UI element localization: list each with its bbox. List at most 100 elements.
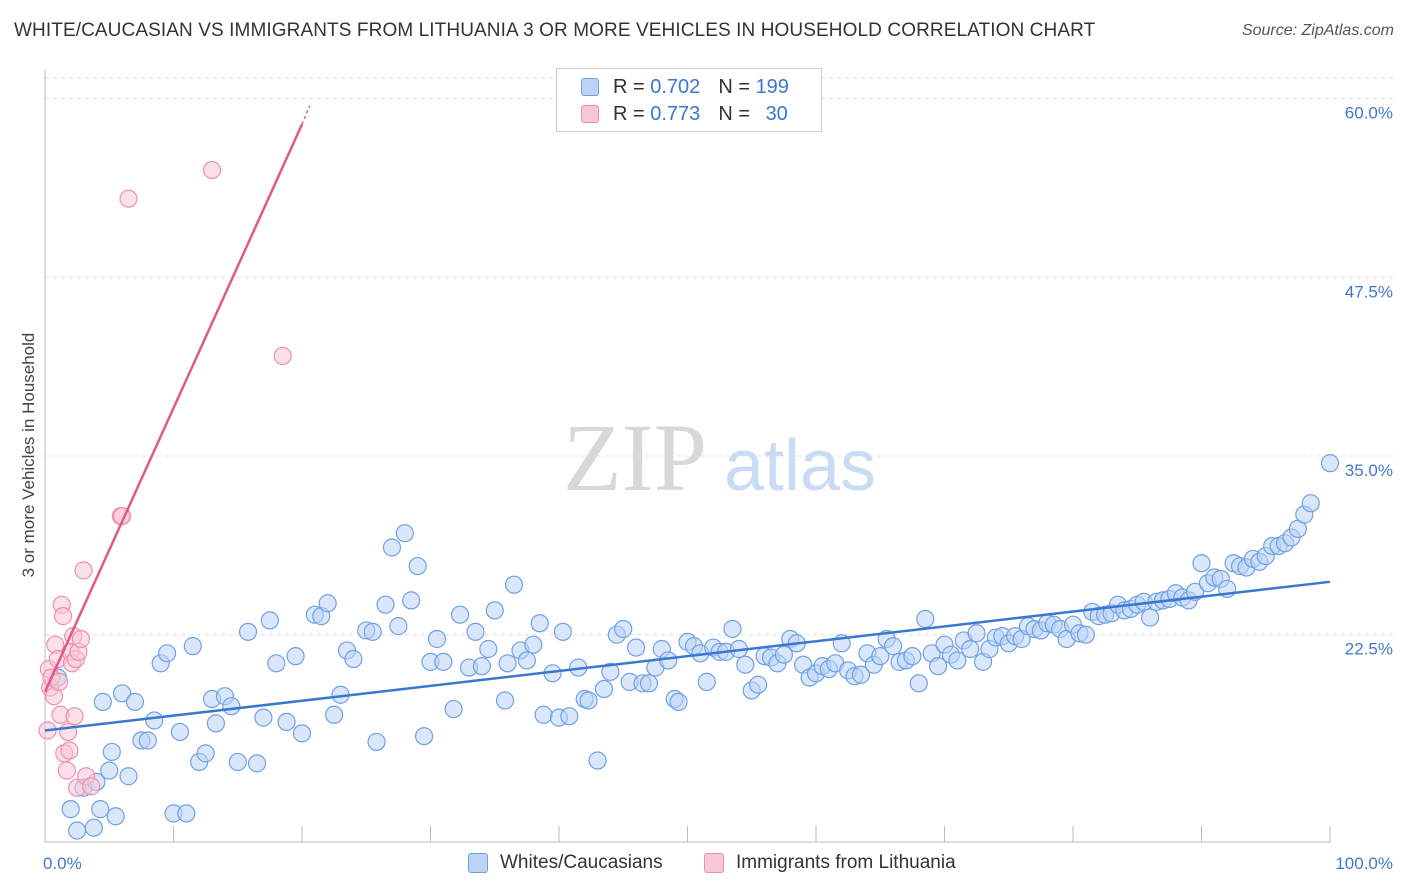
point-whites <box>382 538 402 557</box>
point-whites <box>614 619 633 639</box>
y-tick-label: 35.0% <box>1345 461 1393 480</box>
point-whites <box>472 657 491 676</box>
legend-n-label: N = <box>718 75 750 98</box>
point-whites <box>91 800 110 819</box>
point-whites <box>93 692 112 711</box>
point-whites <box>408 556 427 576</box>
source-label: Source: ZipAtlas.com <box>1241 22 1394 39</box>
point-lithuania <box>60 741 79 760</box>
legend-swatch-pink-icon <box>581 105 599 123</box>
watermark-zip: ZIP <box>563 404 707 511</box>
chart-title: WHITE/CAUCASIAN VS IMMIGRANTS FROM LITHU… <box>14 20 1096 41</box>
legend-r-value: 0.702 <box>650 75 701 98</box>
point-whites <box>903 647 922 666</box>
point-whites <box>238 622 258 641</box>
point-whites <box>145 711 164 730</box>
point-whites <box>177 804 196 823</box>
point-lithuania <box>74 561 93 580</box>
point-whites <box>697 672 716 691</box>
point-whites <box>112 684 132 703</box>
legend-n-value: 30 <box>765 102 788 125</box>
point-whites <box>277 712 296 732</box>
point-whites <box>669 692 688 711</box>
point-whites <box>119 767 138 786</box>
point-whites <box>560 707 579 726</box>
trend-line-lithuania-ext <box>301 105 311 125</box>
bottom-legend-lithuania: Immigrants from Lithuania <box>704 852 956 874</box>
point-whites <box>1301 494 1320 513</box>
point-whites <box>125 692 145 711</box>
point-whites <box>967 624 986 643</box>
point-whites <box>228 752 247 772</box>
point-whites <box>601 662 620 681</box>
point-whites <box>325 705 344 724</box>
point-whites <box>1192 554 1211 573</box>
legend-n-value: 199 <box>755 75 789 98</box>
series-whites-caucasians <box>48 454 1340 840</box>
point-whites <box>286 647 305 666</box>
legend-r-label: R = <box>613 102 645 125</box>
legend-swatch-blue-icon <box>581 78 599 96</box>
point-whites <box>363 622 382 641</box>
axes <box>44 70 1331 843</box>
point-lithuania <box>82 777 101 796</box>
bottom-legend-pink-icon <box>704 853 724 873</box>
point-whites <box>851 665 871 684</box>
point-whites <box>504 575 524 594</box>
point-whites <box>736 655 755 674</box>
point-whites <box>170 722 190 742</box>
point-whites <box>517 651 536 670</box>
bottom-legend-blue-icon <box>468 853 488 873</box>
point-lithuania <box>57 761 76 780</box>
point-whites <box>916 609 935 629</box>
point-whites <box>402 591 421 610</box>
point-whites <box>450 605 470 624</box>
x-tick-labels: 0.0% 100.0% <box>43 854 1393 873</box>
point-lithuania <box>65 707 84 726</box>
y-tick-labels: 22.5% 35.0% 47.5% 60.0% <box>1345 104 1393 659</box>
y-tick-label: 60.0% <box>1345 104 1393 123</box>
point-whites <box>434 652 453 671</box>
point-whites <box>68 821 87 840</box>
point-whites <box>376 595 395 614</box>
point-whites <box>909 674 928 693</box>
legend-r-value: 0.773 <box>650 102 701 125</box>
x-tick-label: 100.0% <box>1335 854 1393 873</box>
point-whites <box>723 619 742 639</box>
point-lithuania <box>119 189 138 208</box>
legend-n-label: N = <box>718 102 750 125</box>
point-whites <box>928 657 948 676</box>
point-whites <box>292 724 312 743</box>
point-whites <box>84 818 103 837</box>
y-tick-label: 47.5% <box>1345 282 1393 301</box>
point-whites <box>138 731 157 750</box>
bottom-legend-label: Whites/Caucasians <box>500 852 663 873</box>
point-whites <box>196 744 215 763</box>
point-whites <box>344 649 363 669</box>
point-whites <box>100 761 119 780</box>
y-axis-label: 3 or more Vehicles in Household <box>19 333 38 578</box>
point-whites <box>948 651 967 670</box>
point-whites <box>444 699 463 719</box>
point-whites <box>883 637 903 656</box>
legend-row-lithuania: R = 0.773 N = 30 <box>581 102 788 126</box>
point-lithuania <box>273 346 292 366</box>
point-whites <box>1320 454 1340 473</box>
point-whites <box>871 647 890 666</box>
point-whites <box>534 705 553 724</box>
point-whites <box>183 637 202 656</box>
point-whites <box>367 732 386 752</box>
trend-line-lithuania <box>43 123 304 693</box>
point-whites <box>498 654 517 673</box>
point-whites <box>427 629 447 649</box>
point-lithuania <box>71 629 91 649</box>
legend: R = 0.702 N = 199 R = 0.773 N = 30 <box>556 68 822 132</box>
grid-lines <box>45 77 1395 636</box>
point-whites <box>395 524 414 543</box>
watermark-atlas: atlas <box>724 426 876 506</box>
point-whites <box>639 674 659 693</box>
point-whites <box>659 651 678 670</box>
point-whites <box>553 622 572 641</box>
point-whites <box>106 807 125 826</box>
